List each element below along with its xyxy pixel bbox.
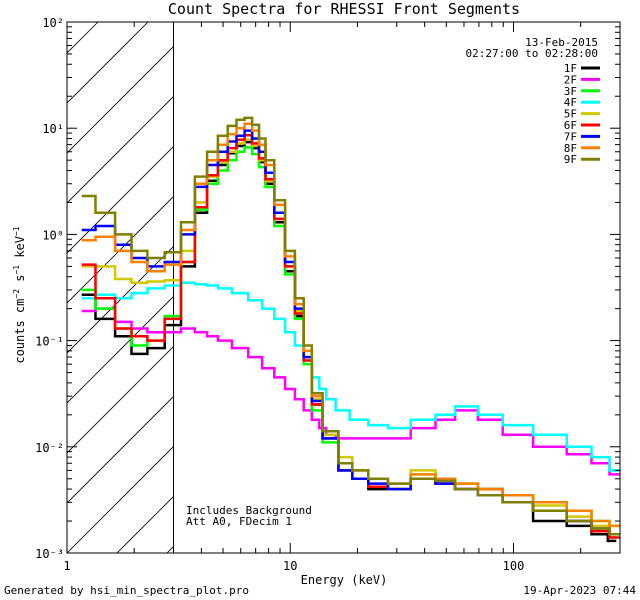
x-tick-label: 1 (63, 559, 70, 573)
plot-frame (66, 21, 621, 554)
x-tick-label: 100 (503, 559, 525, 573)
time-range-label: 02:27:00 to 02:28:00 (466, 47, 598, 60)
legend-label-7f: 7F (564, 130, 577, 143)
legend-label-6f: 6F (564, 119, 577, 132)
y-tick-label: 10⁻² (35, 441, 64, 455)
y-tick-label: 10⁰ (42, 228, 64, 242)
date-label: 13-Feb-2015 (525, 36, 598, 49)
legend-label-5f: 5F (564, 108, 577, 121)
legend-label-8f: 8F (564, 142, 577, 155)
x-tick-label: 10 (283, 559, 297, 573)
annotation-attenuator: Att A0, FDecim 1 (186, 515, 292, 528)
y-tick-label: 10² (42, 16, 64, 30)
legend-label-9f: 9F (564, 153, 577, 166)
y-tick-label: 10⁻³ (35, 547, 64, 561)
chart-title: Count Spectra for RHESSI Front Segments (168, 0, 520, 18)
x-axis-label: Energy (keV) (301, 573, 388, 587)
axes: 1 10 100 10⁻³ 10⁻² 10⁻¹ 10⁰ 10¹ 10² (35, 16, 621, 573)
annotation-background: Includes Background (186, 504, 312, 517)
y-tick-label: 10⁻¹ (35, 335, 64, 349)
y-tick-label: 10¹ (42, 122, 64, 136)
legend-label-4f: 4F (564, 96, 577, 109)
footer-timestamp: 19-Apr-2023 07:44 (523, 584, 636, 597)
footer-generated-by: Generated by hsi_min_spectra_plot.pro (4, 584, 249, 597)
series-group (81, 116, 620, 543)
legend-label-1f: 1F (564, 62, 577, 75)
y-axis-label: counts cm−2 s−1 keV−1 (12, 226, 27, 363)
hatched-excluded-region (67, 22, 175, 553)
series-line-9f (81, 116, 620, 536)
series-line-2f (81, 307, 620, 476)
legend-label-2f: 2F (564, 73, 577, 86)
legend-label-3f: 3F (564, 85, 577, 98)
